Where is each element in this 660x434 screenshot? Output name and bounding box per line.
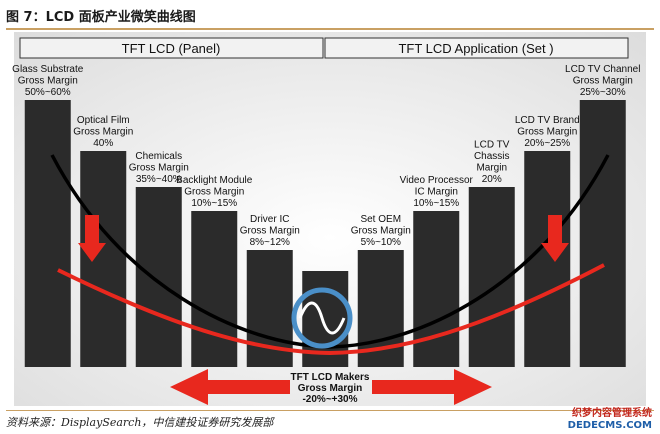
makers-label-line: -20%~+30% bbox=[302, 394, 357, 405]
margin-bar bbox=[579, 100, 626, 367]
bar-label-line: 5%~10% bbox=[361, 237, 401, 248]
bar-label-line: Glass Substrate bbox=[12, 64, 84, 75]
bar-label-line: Backlight Module bbox=[176, 175, 253, 186]
bar-label-line: 8%~12% bbox=[250, 237, 290, 248]
bar-label-line: 40% bbox=[93, 138, 113, 149]
left-horizontal-arrow bbox=[170, 369, 290, 405]
margin-bar bbox=[24, 100, 71, 367]
header-left-box bbox=[19, 37, 324, 59]
watermark-line-2: DEDECMS.COM bbox=[567, 420, 652, 431]
makers-label-line: TFT LCD Makers bbox=[291, 372, 370, 383]
makers-label-line: Gross Margin bbox=[298, 383, 362, 394]
margin-bar bbox=[413, 211, 460, 367]
bar-label-line: Set OEM bbox=[360, 214, 401, 225]
margin-bar bbox=[135, 187, 182, 367]
bar-label-line: Gross Margin bbox=[184, 187, 244, 198]
watermark: 织梦内容管理系统 DEDECMS.COM bbox=[568, 408, 652, 432]
title-divider bbox=[6, 28, 654, 30]
bar-label-line: Gross Margin bbox=[129, 163, 189, 174]
bar-label-line: 20%~25% bbox=[524, 138, 570, 149]
bar-label-line: Gross Margin bbox=[517, 127, 577, 138]
header-application: TFT LCD Application (Set ) bbox=[398, 41, 553, 56]
margin-bar bbox=[191, 211, 238, 367]
watermark-line-1: 织梦内容管理系统 bbox=[572, 408, 652, 419]
bar-label-line: Driver IC bbox=[250, 214, 289, 225]
figure-title: 图 7：LCD 面板产业微笑曲线图 bbox=[6, 10, 196, 25]
bar-label-line: Video Processor bbox=[400, 175, 474, 186]
right-down-arrow bbox=[541, 215, 569, 262]
bar-label-line: Chemicals bbox=[135, 151, 182, 162]
bar-label-line: 25%~30% bbox=[580, 87, 626, 98]
bar-label-line: Gross Margin bbox=[18, 76, 78, 87]
bar-label-line: 50%~60% bbox=[25, 87, 71, 98]
header-right-box bbox=[324, 37, 629, 59]
bar-label-line: Gross Margin bbox=[351, 226, 411, 237]
bar-label-line: IC Margin bbox=[415, 187, 458, 198]
bar-label-line: Gross Margin bbox=[73, 127, 133, 138]
source-divider bbox=[6, 410, 654, 411]
bar-label-line: 20% bbox=[482, 174, 502, 185]
source-note: 资料来源：DisplaySearch，中信建投证券研究发展部 bbox=[6, 416, 274, 429]
bar-label-line: 10%~15% bbox=[191, 198, 237, 209]
bar-label-line: Margin bbox=[476, 163, 507, 174]
sine-ring-icon bbox=[291, 287, 353, 349]
left-down-arrow bbox=[78, 215, 106, 262]
header-panel: TFT LCD (Panel) bbox=[122, 41, 221, 56]
bar-label-line: LCD TV Channel bbox=[565, 64, 640, 75]
bar-label-line: 35%~40% bbox=[136, 174, 182, 185]
bar-label-line: Gross Margin bbox=[240, 226, 300, 237]
bar-label-line: LCD TV Brand bbox=[515, 115, 580, 126]
sine-wave-icon bbox=[298, 301, 346, 335]
red-smile-curve bbox=[57, 263, 605, 356]
bar-label-line: Chassis bbox=[474, 151, 510, 162]
margin-bar bbox=[80, 151, 127, 367]
bar-label-line: 10%~15% bbox=[413, 198, 459, 209]
right-horizontal-arrow bbox=[372, 369, 492, 405]
bar-label-line: Gross Margin bbox=[573, 76, 633, 87]
bar-label-line: Optical Film bbox=[77, 115, 130, 126]
bar-label-line: LCD TV bbox=[474, 140, 510, 151]
